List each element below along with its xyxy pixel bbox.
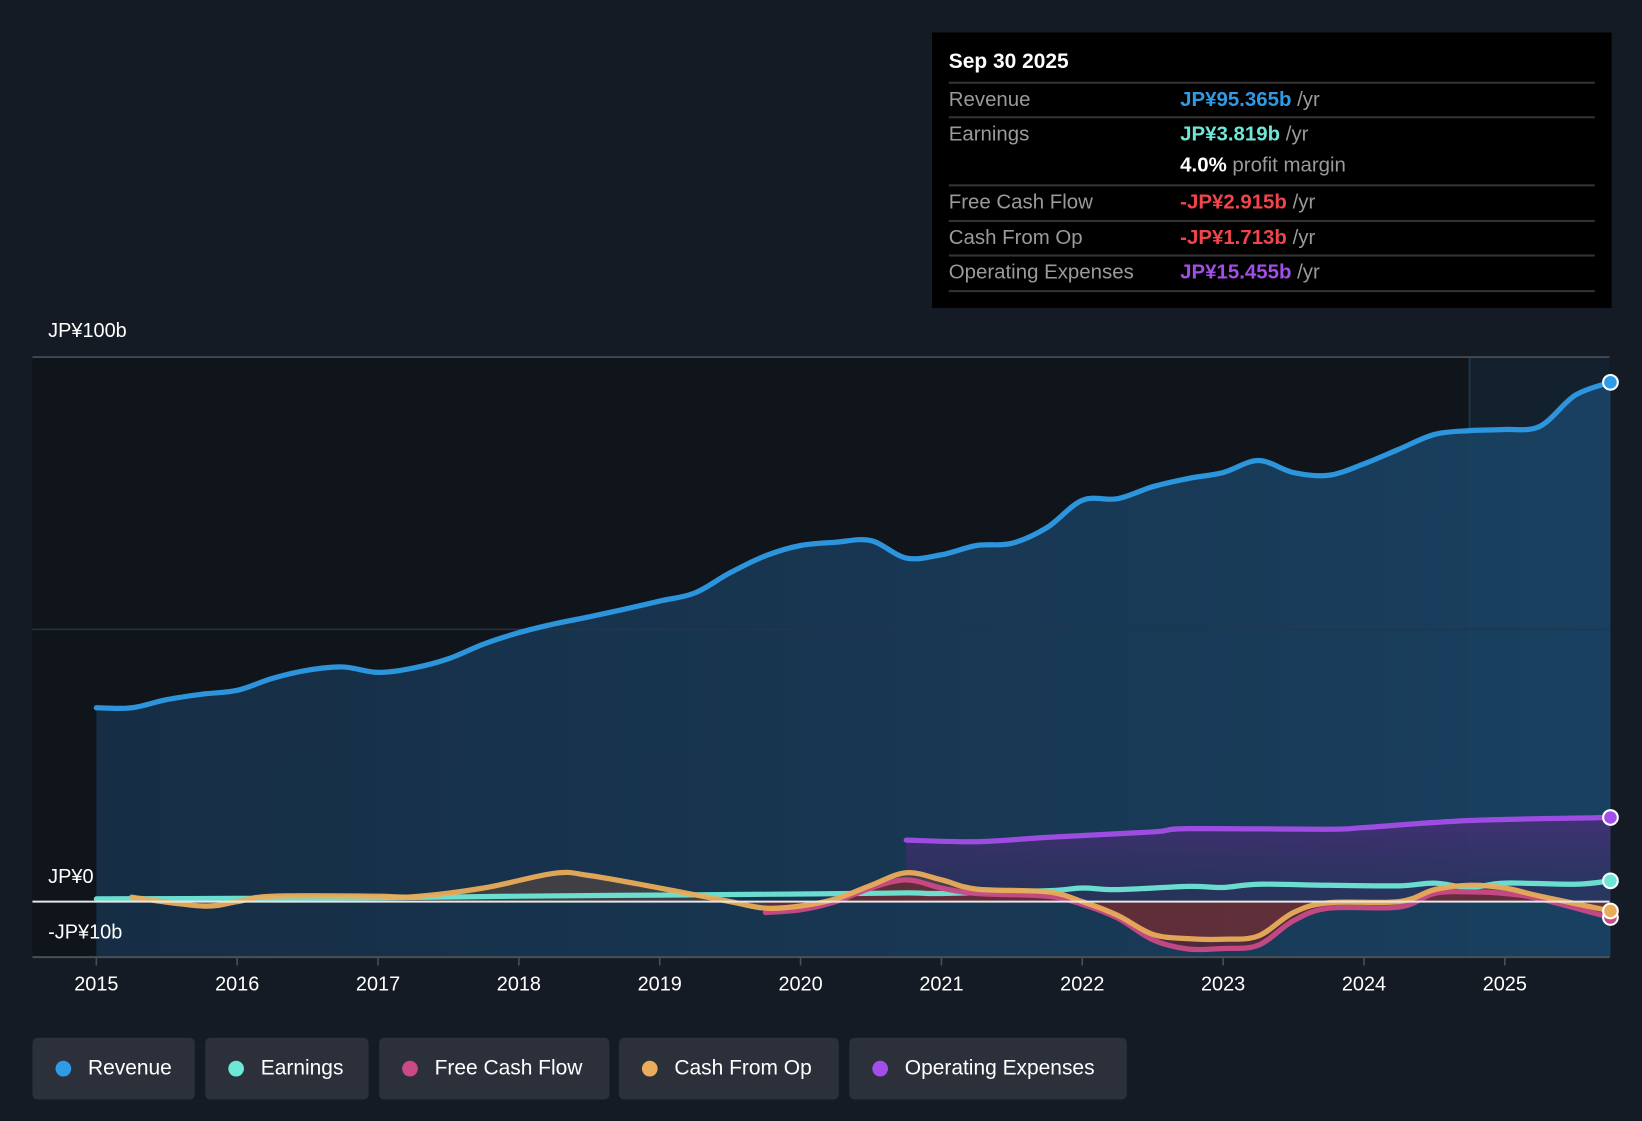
y-tick-label: -JP¥10b [48,921,123,944]
legend-revenue[interactable]: Revenue [32,1037,195,1100]
legend-dot-icon [641,1060,658,1077]
tooltip-label: Operating Expenses [948,260,1134,284]
legend-cash-from-op[interactable]: Cash From Op [618,1037,839,1100]
x-tick-label: 2025 [1483,974,1527,996]
x-tick-label: 2020 [778,974,822,996]
x-tick-label: 2024 [1342,974,1386,996]
legend-dot-icon [228,1060,244,1077]
legend-label: Operating Expenses [904,1056,1095,1080]
y-tick-label: JP¥100b [48,320,127,343]
free-cash-flow-area [765,879,1611,950]
tooltip-unit: /yr [1286,226,1316,250]
tooltip-row-margin: 4.0% profit margin [949,150,1595,184]
tooltip-row-earnings: Earnings JP¥3.819b /yr [948,116,1595,152]
tooltip-row-cfo: Cash From Op -JP¥1.713b /yr [948,219,1595,256]
legend-label: Revenue [87,1056,172,1080]
tooltip-label: Earnings [948,122,1030,146]
tooltip-value: JP¥95.365b [1180,87,1292,112]
tooltip-unit: /yr [1280,122,1309,146]
tooltip-row-fcf: Free Cash Flow -JP¥2.915b /yr [948,184,1595,220]
tooltip-label: Cash From Op [948,226,1083,250]
x-tick-label: 2015 [74,974,118,996]
operating-expenses-line [903,814,1614,845]
legend-earnings[interactable]: Earnings [205,1037,369,1100]
tooltip-divider [948,290,1595,293]
tooltip-row-revenue: Revenue JP¥95.365b /yr [948,81,1595,118]
x-tick-label: 2023 [1201,974,1245,996]
tooltip-row-opex: Operating Expenses JP¥15.455b /yr [948,254,1595,290]
tooltip-date: Sep 30 2025 [948,50,1069,74]
revenue-line [93,379,1614,711]
y-tick-label: JP¥0 [48,866,94,889]
tooltip-value: 4.0% [1180,153,1227,177]
x-tick-label: 2016 [215,974,259,996]
x-tick-label: 2021 [919,974,963,996]
x-tick-label: 2019 [638,974,682,996]
legend-label: Earnings [260,1056,344,1080]
tooltip-value: -JP¥2.915b [1180,190,1287,214]
legend-dot-icon [872,1060,889,1077]
tooltip-label: Free Cash Flow [948,190,1093,214]
tooltip-unit: /yr [1291,260,1320,284]
x-tick-label: 2018 [497,974,541,996]
x-tick-label: 2017 [356,974,400,996]
x-tick-label: 2022 [1060,974,1104,996]
tooltip-value: JP¥3.819b [1180,122,1281,146]
legend-label: Free Cash Flow [434,1056,583,1080]
tooltip: Sep 30 2025 Revenue JP¥95.365b /yr Earni… [931,32,1612,308]
tooltip-unit: /yr [1286,190,1316,214]
legend-dot-icon [402,1060,418,1077]
tooltip-unit: /yr [1291,87,1320,112]
operating-expenses-end-marker [1602,809,1619,826]
revenue-area [96,382,1611,958]
tooltip-label: Revenue [948,87,1031,112]
revenue-end-marker [1602,373,1619,391]
legend-free-cash-flow[interactable]: Free Cash Flow [379,1037,610,1100]
legend-dot-icon [55,1060,72,1077]
earnings-end-marker [1602,872,1619,890]
tooltip-value: -JP¥1.713b [1180,226,1287,250]
tooltip-value: JP¥15.455b [1180,260,1292,284]
tooltip-unit: profit margin [1226,153,1346,177]
earnings-line [93,878,1614,902]
free-cash-flow-line [762,877,1614,953]
legend-label: Cash From Op [674,1056,812,1080]
cash-from-op-end-marker [1602,902,1619,920]
legend-operating-expenses[interactable]: Operating Expenses [849,1037,1127,1100]
